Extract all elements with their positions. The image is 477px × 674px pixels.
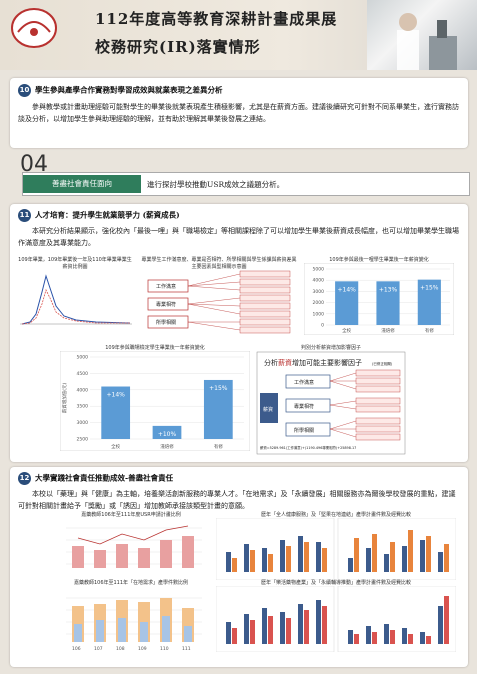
y-tick-label: 3000 (77, 420, 89, 426)
chart-workplace-cert: 109年參與職場檢定學生畢業後一年薪資變化 2500 3000 3500 4000 45… (59, 344, 251, 455)
bar-data-label: +14% (106, 392, 125, 399)
year-tick: 111 (182, 646, 191, 652)
histogram-plot (20, 274, 132, 325)
y-axis-label: 薪資增加值(元) (61, 383, 68, 414)
bar-data-label: +13% (379, 286, 398, 293)
factor-center: 薪資 (263, 406, 273, 413)
y-tick-label: 2000 (313, 300, 325, 306)
factor-label: 所學相關 (294, 427, 314, 434)
facet-label: 善盡社會責任面向 (23, 175, 141, 193)
section-body: 本校以「藥理」與「健康」為主軸，培養樂活創新服務的專業人才。「在地需求」及「永續… (18, 490, 456, 510)
factor-label: 專業相符 (294, 403, 314, 410)
y-tick-label: 4000 (77, 387, 89, 393)
health-service-plot (215, 517, 457, 581)
page-title: 112年度高等教育深耕計畫成果展 (95, 10, 338, 28)
relation-plot: 工作滿意 專業相符 所學相關 (147, 270, 291, 334)
factor-label: 工作滿意 (156, 283, 176, 290)
bar-data-label: +14% (337, 286, 356, 293)
chart-health-service: 歷年「全人健康服務」及「堅果在地連結」產學計畫件數及經費比較 (215, 511, 457, 584)
usr-ratio-plot (66, 525, 202, 568)
x-tick-label: 淺焙修 (160, 443, 174, 450)
year-tick: 106 (72, 646, 81, 652)
facet-text: 進行探討學校推動USR成效之議題分析。 (147, 180, 285, 189)
chart-caption: 專業學生工作滿意度、專業是否相符、所學相關與學生係課與薪資差異主要因素與型相關示… (141, 257, 297, 270)
y-tick-label: 3000 (313, 289, 325, 295)
svg-text:分析薪資增加可能主要影響因子: 分析薪資增加可能主要影響因子 (264, 358, 362, 367)
university-logo (11, 8, 57, 48)
factor-plot: 分析薪資增加可能主要影響因子 (已修正相關) 薪資 工作滿意 專業相符 所學相關… (256, 351, 406, 455)
local-demand-plot: 106 107 108 109 110 111 (66, 597, 202, 652)
section-heading: 人才培育：提升學生就業競爭力 (薪資成長) (35, 210, 180, 220)
factor-title-suffix: 增加可能主要影響因子 (292, 358, 362, 367)
y-tick-label: 2500 (77, 437, 89, 443)
year-tick: 107 (94, 646, 103, 652)
factor-formula: 薪資=5289.961(工作滿意)+(1190.496專業相符)+25898.1… (260, 445, 356, 450)
chart-local-demand: 嘉藥教師106年至111年「在地需求」產學件數比例 106 107 108 10… (56, 579, 206, 656)
factor-note: (已修正相關) (372, 361, 393, 366)
factor-title-key: 薪資 (278, 358, 292, 367)
bar (376, 281, 400, 325)
factor-label: 專業相符 (156, 301, 176, 308)
y-tick-label: 4000 (313, 278, 325, 284)
y-tick-label: 1000 (313, 311, 325, 317)
facet-bar: 善盡社會責任面向 進行探討學校推動USR成效之議題分析。 (22, 172, 470, 196)
factor-label: 所學相關 (156, 319, 176, 326)
bar (152, 425, 182, 439)
x-tick-label: 有修 (214, 443, 223, 450)
relation-diagram: 專業學生工作滿意度、專業是否相符、所學相關與學生係課與薪資差異主要因素與型相關示… (140, 256, 298, 340)
chart-caption: 109年參與職場檢定學生畢業後一年薪資變化 (105, 345, 205, 351)
bar-data-label: +15% (209, 385, 228, 392)
bar-chart-last-mile: 0 1000 2000 3000 4000 5000 +14% 全校 +13% 淺焙修 +15% 有修 (303, 262, 455, 336)
y-tick-label: 0 (321, 323, 324, 329)
x-tick-label: 全校 (111, 443, 120, 450)
y-tick-label: 4500 (77, 371, 89, 377)
section-12-panel: 12 大學實踐社會責任推動成效-善盡社會責任 本校以「藥理」與「健康」為主軸，培養… (10, 467, 468, 667)
chart-lohas-industry: 歷年「樂活藥物產業」及「永續輔導推動」產學計畫件數及經費比較 (215, 579, 457, 656)
year-tick: 110 (160, 646, 169, 652)
x-tick-label: 全校 (342, 327, 351, 334)
header-banner: 112年度高等教育深耕計畫成果展 校務研究(IR)落實情形 (0, 0, 477, 70)
chart-caption: 嘉藥教師106年至111年「在地需求」產學件數比例 (73, 580, 189, 586)
chart-caption: 嘉藥教師106年至111年度USR申請計畫比例 (81, 512, 181, 518)
factor-label: 工作滿意 (294, 379, 314, 386)
section-11-panel: 11 人才培育：提升學生就業競爭力 (薪資成長) 本研究分析結果顯示，強化校內「最… (10, 204, 468, 462)
section-body: 本研究分析結果顯示，強化校內「最後一哩」與「職場檢定」等相關課程除了可以增加學生… (18, 227, 459, 247)
chart-usr-ratio: 嘉藥教師106年至111年度USR申請計畫比例 (56, 511, 206, 584)
bar (417, 279, 441, 325)
lab-photo (367, 0, 477, 70)
section-number: 10 (18, 84, 31, 97)
chart-caption: 判別分析薪資增加影響因子 (300, 345, 361, 351)
page-subtitle: 校務研究(IR)落實情形 (95, 38, 261, 56)
bar-data-label: +15% (420, 285, 439, 292)
x-tick-label: 有修 (425, 327, 434, 334)
bar (335, 281, 359, 325)
chart-caption: 109年畢業，109年畢業後一年及110年畢業畢業生薪資比例圖 (18, 257, 132, 270)
y-tick-label: 5000 (313, 267, 325, 273)
year-tick: 109 (138, 646, 147, 652)
y-tick-label: 3500 (77, 404, 89, 410)
year-tick: 108 (116, 646, 125, 652)
chart-caption: 歷年「全人健康服務」及「堅果在地連結」產學計畫件數及經費比較 (260, 512, 411, 518)
salary-histogram: 109年畢業，109年畢業後一年及110年畢業畢業生薪資比例圖 (16, 256, 134, 332)
bar-chart-workplace-cert: 2500 3000 3500 4000 4500 5000 薪資增加值(元) +14% 全校 +1… (59, 350, 251, 452)
section-heading: 學生參與產學合作實務對學習成效與就業表現之差異分析 (35, 85, 223, 95)
factor-title-prefix: 分析 (264, 358, 278, 367)
section-number: 11 (18, 209, 31, 222)
bar (101, 386, 131, 439)
chart-caption: 109年參與最後一哩學生畢業後一年薪資變化 (329, 257, 429, 263)
section-10-panel: 10 學生參與產學合作實務對學習成效與就業表現之差異分析 參與教學或計畫助理經驗可… (10, 78, 468, 148)
bar (203, 379, 233, 439)
section-number: 12 (18, 472, 31, 485)
section-heading: 大學實踐社會責任推動成效-善盡社會責任 (35, 473, 174, 483)
bar-data-label: +10% (158, 431, 177, 438)
section-body: 參與教學或計畫助理經驗可能對學生的畢業後就業表現產生積極影響，尤其是在薪資方面。… (18, 103, 459, 123)
y-tick-label: 5000 (77, 355, 89, 361)
factor-diagram: 判別分析薪資增加影響因子 分析薪資增加可能主要影響因子 (已修正相關) 薪資 工… (256, 344, 406, 459)
chart-caption: 歷年「樂活藥物產業」及「永續輔導推動」產學計畫件數及經費比較 (260, 580, 411, 586)
x-tick-label: 淺焙修 (381, 327, 395, 334)
lohas-industry-plot (215, 585, 457, 653)
chart-last-mile: 109年參與最後一哩學生畢業後一年薪資變化 0 1000 2000 3000 4000 5… (303, 256, 455, 339)
